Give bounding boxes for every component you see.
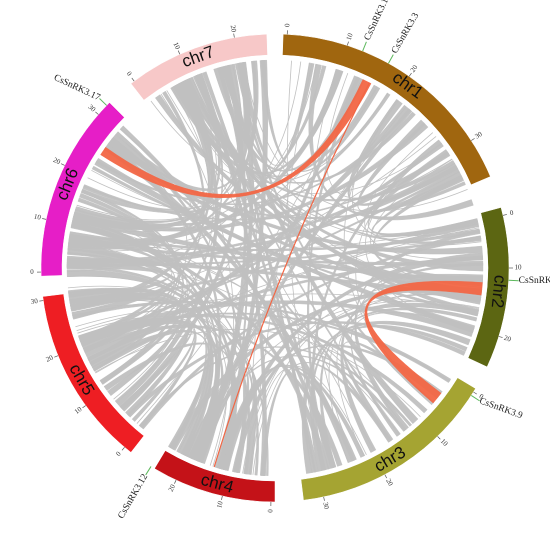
tick-mark <box>221 496 222 500</box>
tick-label: 10 <box>73 405 84 416</box>
tick-label: 20 <box>167 483 177 493</box>
tick-label: 20 <box>503 334 513 344</box>
tick-mark <box>122 447 125 450</box>
chromosome-label-chr2: chr2 <box>488 274 510 309</box>
synteny-links-background <box>67 60 483 476</box>
gene-label: CsSnRK3.12 <box>117 472 151 520</box>
tick-label: 20 <box>45 353 55 363</box>
tick-mark <box>61 164 65 166</box>
gene-label: CsSnRK3.1 <box>363 0 391 42</box>
tick-label: 0 <box>125 70 134 78</box>
tick-mark <box>82 406 85 408</box>
tick-label: 0 <box>114 450 123 458</box>
gene-marker <box>99 99 106 106</box>
tick-mark <box>438 436 441 439</box>
tick-label: 0 <box>30 268 34 276</box>
tick-mark <box>473 392 476 394</box>
tick-label: 10 <box>33 212 42 221</box>
tick-mark <box>385 475 387 479</box>
tick-label: 0 <box>266 509 274 513</box>
tick-mark <box>347 42 348 46</box>
tick-mark <box>174 480 176 484</box>
tick-label: 10 <box>345 32 355 42</box>
tick-mark <box>499 336 503 337</box>
tick-mark <box>324 497 325 501</box>
tick-mark <box>234 34 235 38</box>
tick-label: 20 <box>229 24 238 33</box>
tick-mark <box>39 301 43 302</box>
tick-label: 10 <box>515 264 523 272</box>
tick-label: 30 <box>473 130 484 141</box>
tick-label: 20 <box>52 156 62 166</box>
tick-label: 30 <box>30 297 39 306</box>
tick-mark <box>503 214 507 215</box>
tick-label: 20 <box>409 63 420 74</box>
tick-mark <box>471 138 474 140</box>
gene-label: CsSnRK3.17 <box>52 73 102 103</box>
gene-marker <box>146 466 151 474</box>
tick-label: 10 <box>171 41 181 51</box>
gene-label: CsSnRK3.6 <box>519 276 550 286</box>
tick-label: 10 <box>215 500 224 509</box>
tick-label: 0 <box>509 209 515 218</box>
tick-label: 20 <box>384 477 395 487</box>
gene-marker <box>388 55 393 64</box>
tick-mark <box>95 112 98 115</box>
chromosome-label-chr4: chr4 <box>199 470 236 497</box>
tick-label: 30 <box>321 501 330 510</box>
gene-label: CsSnRK3.9 <box>478 396 524 421</box>
tick-label: 0 <box>283 23 291 27</box>
gene-marker <box>509 280 519 281</box>
tick-mark <box>54 356 58 357</box>
tick-mark <box>132 78 134 81</box>
gene-label: CsSnRK3.3 <box>390 11 421 55</box>
gene-marker <box>363 42 367 51</box>
tick-mark <box>42 219 46 220</box>
